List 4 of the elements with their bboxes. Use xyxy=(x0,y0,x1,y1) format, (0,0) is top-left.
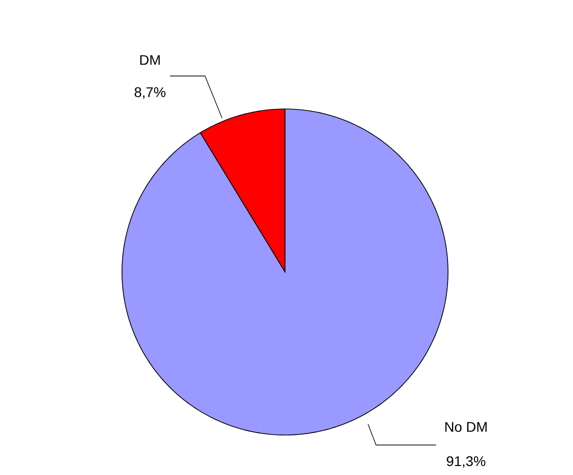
slice-label: No DM xyxy=(445,422,487,432)
data-label: 8,7% xyxy=(134,87,166,99)
data-label: 91,3% xyxy=(446,456,486,468)
slice-label: DM xyxy=(140,55,160,65)
